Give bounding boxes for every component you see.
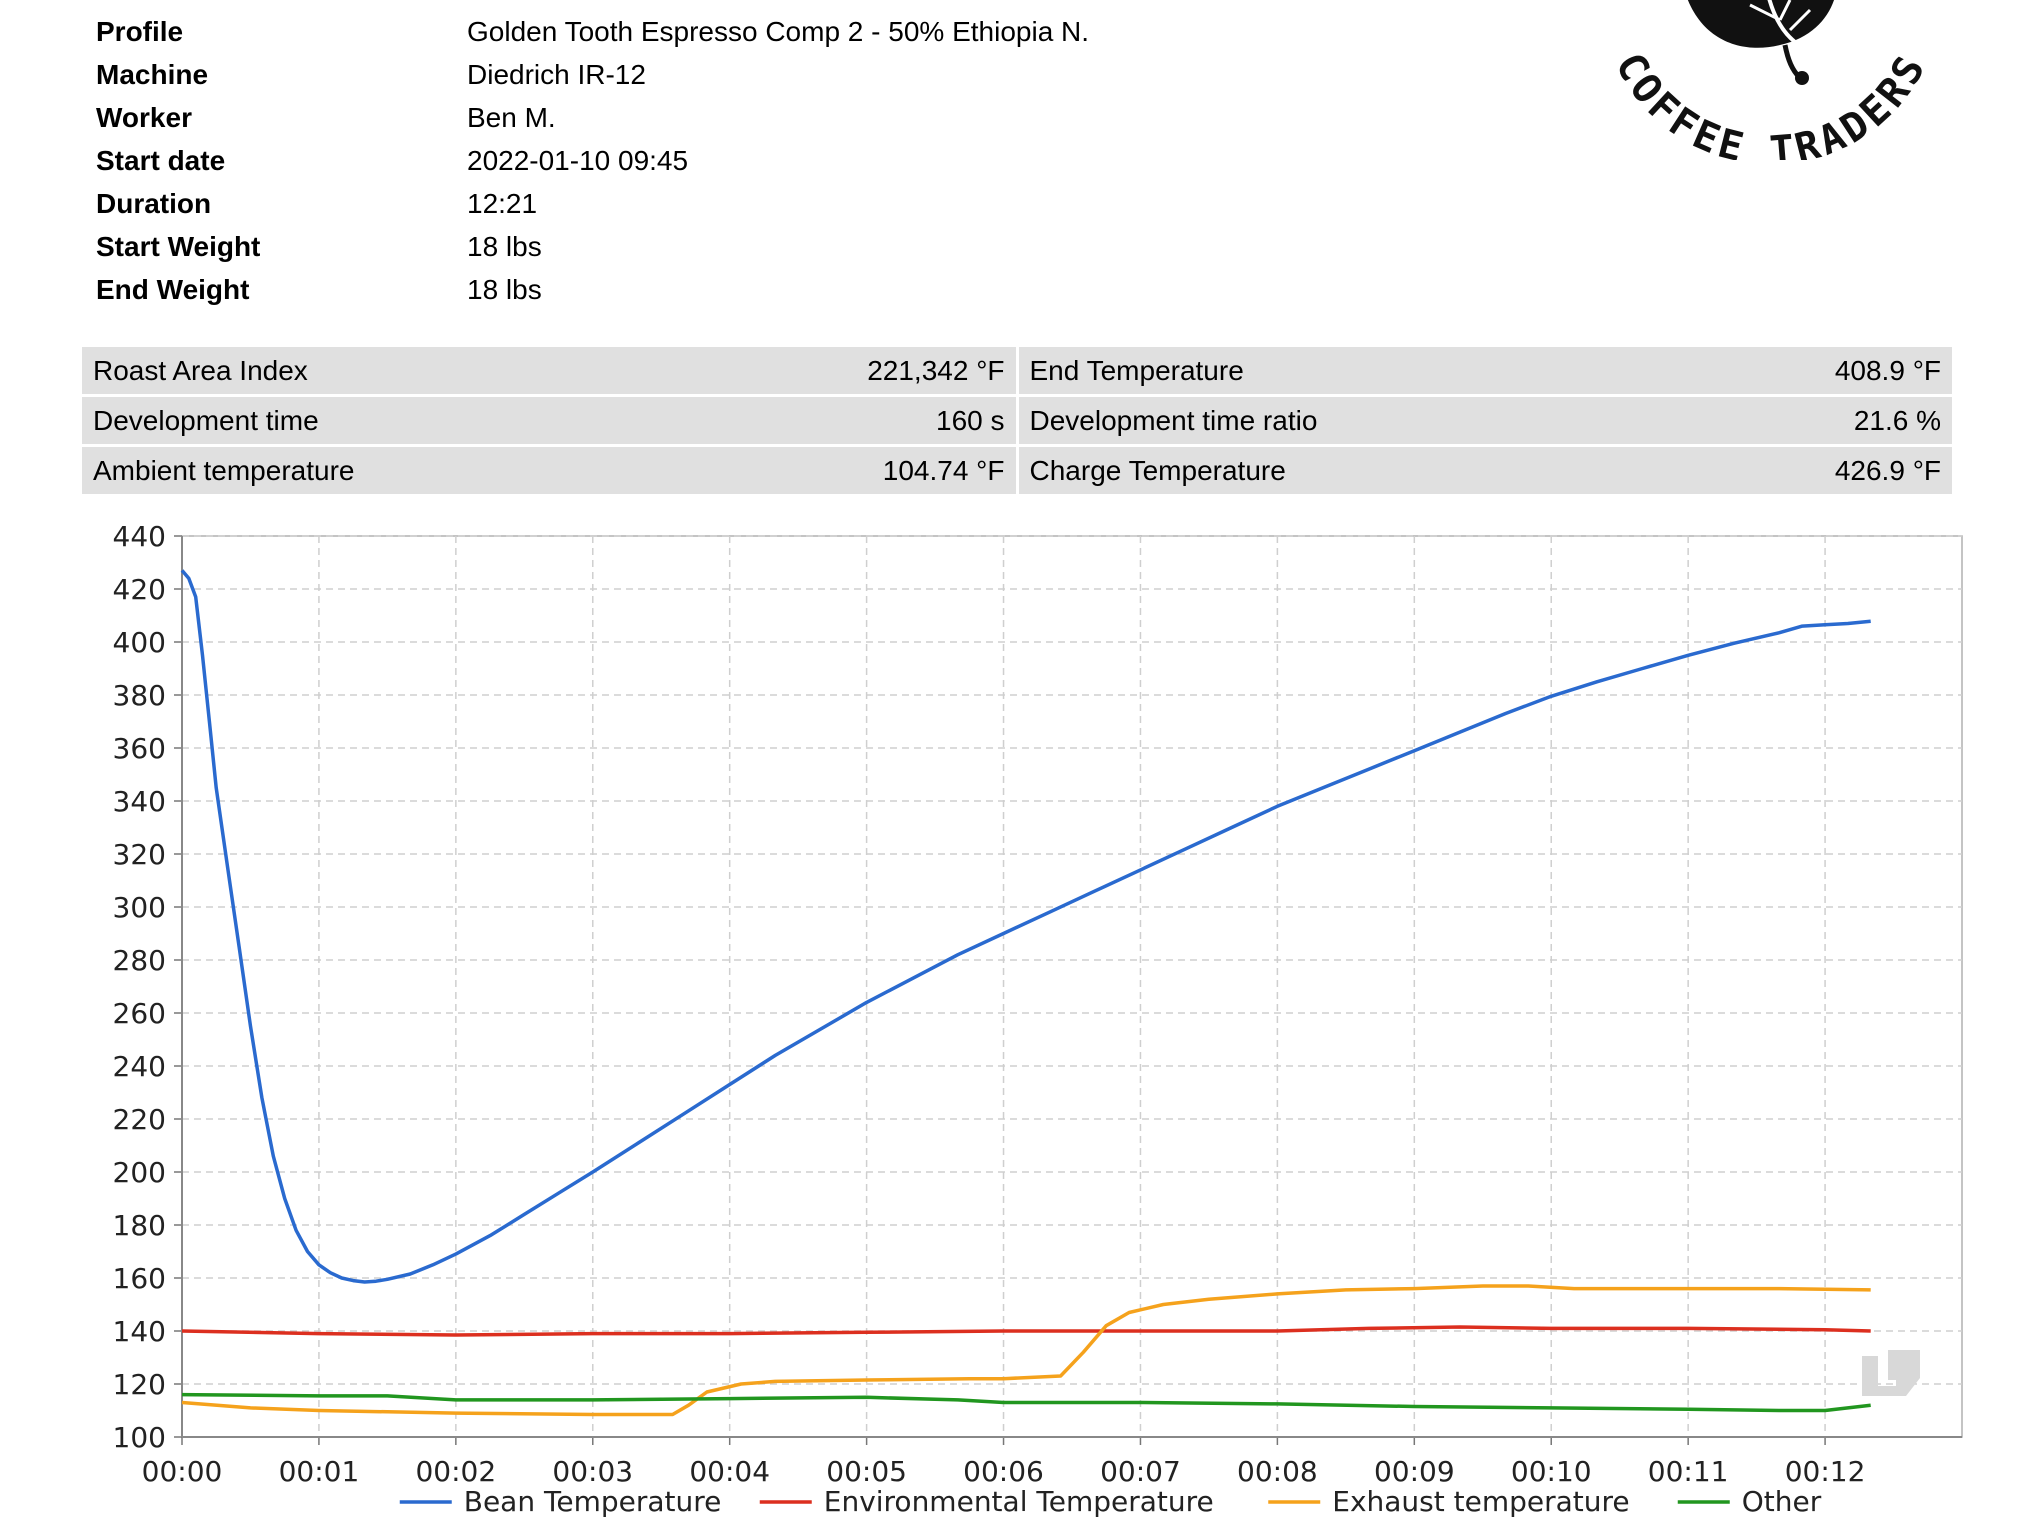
y-tick-label: 200 [113,1156,166,1189]
stat-value: 221,342 °F [867,354,1005,386]
y-tick-label: 240 [113,1050,166,1083]
x-tick-label: 00:02 [415,1455,496,1488]
stats-row: Roast Area Index 221,342 °F End Temperat… [82,347,1952,394]
legend-label: Exhaust temperature [1332,1485,1629,1518]
series-line-other [181,1392,1871,1413]
info-value: Ben M. [467,102,556,133]
y-tick-label: 380 [113,679,166,712]
x-tick-label: 00:11 [1648,1455,1729,1488]
y-tick-label: 100 [113,1421,166,1454]
info-label: Profile [96,16,184,47]
y-tick-label: 440 [113,520,166,553]
x-tick-label: 00:01 [279,1455,360,1488]
y-tick-label: 120 [113,1368,166,1401]
series-line-bean-temperature [180,569,1871,1284]
y-tick-label: 300 [113,891,166,924]
stat-label: Ambient temperature [93,454,355,486]
x-tick-label: 00:03 [552,1455,633,1488]
roast-temperature-chart: 100 120 140 160 180 200 220 240 260 280 300 320 340 3… [113,520,1963,1518]
y-tick-label: 320 [113,838,166,871]
y-tick-label: 220 [113,1103,166,1136]
info-value: 12:21 [467,188,538,219]
logo-text: COFFEE TRADERS [1606,46,1936,160]
watermark-icon [1862,1350,1920,1396]
legend-label: Other [1742,1485,1822,1518]
y-tick-label: 400 [113,626,166,659]
x-tick-label: 00:04 [689,1455,770,1488]
x-tick-label: 00:00 [142,1455,223,1488]
coffee-traders-logo: COFFEE TRADERS [1606,0,1936,160]
stat-cell: Development time ratio 21.6 % [1018,397,1952,444]
stat-cell: Ambient temperature 104.74 °F [82,447,1016,494]
stats-row: Development time 160 s Development time … [82,397,1952,444]
stat-cell: End Temperature 408.9 °F [1018,347,1952,394]
stat-cell: Development time 160 s [82,397,1016,444]
x-tick-label: 00:10 [1511,1455,1592,1488]
x-tick-label: 00:06 [963,1455,1044,1488]
info-value: Diedrich IR-12 [467,59,646,90]
x-tick-label: 00:05 [826,1455,907,1488]
info-value: 2022-01-10 09:45 [467,145,689,176]
y-tick-label: 340 [113,785,166,818]
stat-label: Development time [93,404,319,436]
y-tick-label: 420 [113,573,166,606]
plot-area [181,535,1963,1438]
y-tick-label: 180 [113,1209,166,1242]
x-tick-label: 00:07 [1100,1455,1181,1488]
stat-cell: Charge Temperature 426.9 °F [1018,447,1952,494]
info-label: End Weight [96,274,250,305]
x-tick-label: 00:08 [1237,1455,1318,1488]
y-tick-label: 280 [113,944,166,977]
x-tick-label: 00:12 [1785,1455,1866,1488]
info-label: Start date [96,145,226,176]
info-label: Worker [96,102,192,133]
y-tick-label: 360 [113,732,166,765]
stat-value: 426.9 °F [1834,454,1941,486]
legend-label: Environmental Temperature [824,1485,1214,1518]
stat-label: Development time ratio [1029,404,1318,436]
info-value: 18 lbs [467,231,542,262]
stat-value: 408.9 °F [1834,354,1941,386]
x-tick-label: 00:09 [1374,1455,1455,1488]
stat-value: 21.6 % [1853,404,1941,436]
stats-row: Ambient temperature 104.74 °F Charge Tem… [82,447,1952,494]
info-value: 18 lbs [467,274,542,305]
info-value: Golden Tooth Espresso Comp 2 - 50% Ethio… [467,16,1090,47]
stat-value: 104.74 °F [882,454,1005,486]
stat-label: Charge Temperature [1029,454,1286,486]
info-label: Duration [96,188,212,219]
y-tick-label: 160 [113,1262,166,1295]
coffee-bean-icon [1687,0,1834,48]
info-label: Start Weight [96,231,261,262]
y-tick-label: 140 [113,1315,166,1348]
stat-label: End Temperature [1029,354,1244,386]
info-label: Machine [96,59,209,90]
y-tick-label: 260 [113,997,166,1030]
series-line-environmental-temperature [181,1325,1871,1337]
stat-value: 160 s [936,404,1005,436]
roast-stats-table: Roast Area Index 221,342 °F End Temperat… [82,347,1952,497]
legend-label: Bean Temperature [464,1485,722,1518]
stat-label: Roast Area Index [93,354,308,386]
series-line-exhaust-temperature [181,1284,1871,1417]
stat-cell: Roast Area Index 221,342 °F [82,347,1016,394]
